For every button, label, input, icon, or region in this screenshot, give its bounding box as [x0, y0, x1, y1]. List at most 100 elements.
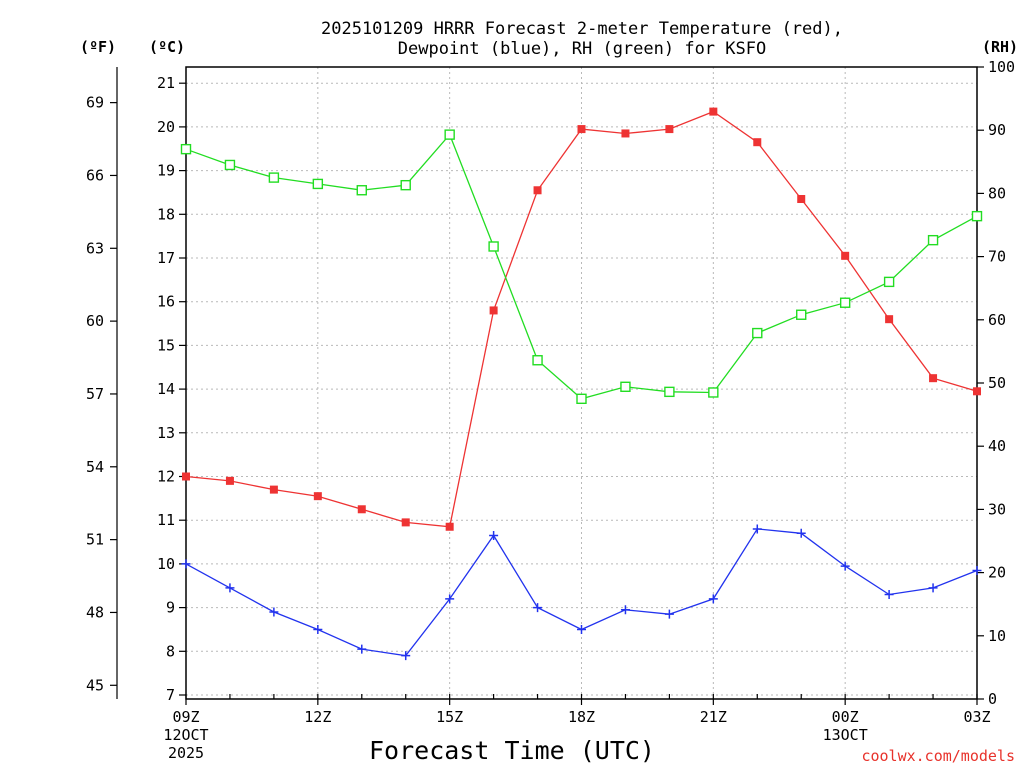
data-point: [708, 594, 718, 604]
data-point: [841, 251, 850, 260]
celsius-tick-label: 18: [157, 205, 175, 223]
time-tick-label: 09Z: [172, 708, 199, 726]
celsius-tick-label: 9: [166, 599, 175, 617]
data-point: [664, 386, 675, 398]
data-point: [577, 125, 586, 134]
data-point: [752, 524, 762, 534]
data-point: [313, 624, 323, 634]
celsius-tick-label: 21: [157, 74, 175, 92]
data-point: [269, 607, 279, 617]
data-point: [444, 129, 455, 140]
time-tick-label: 2025: [168, 744, 204, 762]
x-axis-title: Forecast Time (UTC): [369, 736, 655, 765]
data-point: [928, 583, 938, 593]
time-tick-label: 13OCT: [823, 726, 868, 744]
fahrenheit-tick-label: 54: [86, 458, 104, 476]
data-point: [489, 530, 499, 540]
data-point: [225, 583, 235, 593]
rh-tick-label: 50: [988, 374, 1006, 392]
data-point: [664, 609, 674, 619]
data-point: [796, 309, 807, 320]
series-rh: [180, 129, 983, 404]
data-point: [752, 327, 763, 339]
rh-tick-label: 100: [988, 58, 1015, 76]
rh-tick-label: 90: [988, 121, 1006, 139]
grid: [186, 67, 977, 699]
fahrenheit-axis: 45 48 51 54 57 60 63 66 69: [86, 94, 117, 694]
data-point: [971, 210, 983, 222]
time-tick-label: 12Z: [304, 708, 331, 726]
data-point: [401, 651, 411, 661]
data-point: [312, 178, 324, 190]
source-credit: coolwx.com/models: [861, 747, 1015, 765]
celsius-tick-label: 7: [166, 686, 175, 704]
data-point: [840, 561, 850, 571]
data-point: [753, 138, 762, 147]
series-layer: [180, 107, 983, 661]
data-point: [972, 565, 982, 575]
data-point: [268, 172, 280, 183]
time-tick-label: 21Z: [700, 708, 727, 726]
data-point: [533, 186, 542, 195]
data-point: [445, 594, 455, 604]
fahrenheit-unit-label: (ºF): [80, 38, 116, 56]
data-point: [180, 143, 192, 155]
celsius-tick-label: 11: [157, 511, 175, 529]
data-point: [224, 159, 236, 171]
data-point: [225, 476, 234, 485]
fahrenheit-tick-label: 66: [86, 166, 104, 184]
data-point: [357, 644, 367, 654]
celsius-tick-label: 16: [157, 293, 175, 311]
data-point: [357, 505, 366, 514]
data-point: [796, 528, 806, 538]
data-point: [269, 485, 278, 494]
data-point: [927, 234, 939, 246]
celsius-tick-label: 14: [157, 380, 175, 398]
rh-tick-label: 60: [988, 311, 1006, 329]
data-point: [181, 559, 191, 569]
data-point: [929, 374, 938, 383]
time-tick-label: 00Z: [832, 708, 859, 726]
rh-tick-label: 80: [988, 184, 1006, 202]
rh-tick-label: 70: [988, 248, 1006, 266]
data-point: [400, 179, 411, 191]
time-tick-label: 03Z: [963, 708, 990, 726]
time-tick-label: 15Z: [436, 708, 463, 726]
series-dewpoint: [181, 524, 982, 661]
data-point: [708, 387, 719, 398]
data-point: [577, 624, 586, 634]
rh-axis: 0 10 20 30 40 50 60 70 80 90 100: [977, 58, 1015, 708]
data-point: [489, 306, 498, 315]
celsius-tick-label: 20: [157, 118, 175, 136]
fahrenheit-tick-label: 48: [86, 603, 104, 621]
rh-tick-label: 30: [988, 500, 1006, 518]
time-tick-label: 18Z: [568, 708, 595, 726]
chart-title-line-1: 2025101209 HRRR Forecast 2-meter Tempera…: [321, 19, 843, 39]
data-point: [488, 241, 499, 252]
data-point: [839, 297, 851, 308]
celsius-tick-label: 19: [157, 162, 175, 180]
rh-tick-label: 0: [988, 690, 997, 708]
data-point: [401, 518, 410, 527]
data-point: [532, 355, 543, 366]
data-point: [313, 492, 322, 501]
data-point: [709, 107, 718, 116]
rh-tick-label: 40: [988, 437, 1006, 455]
fahrenheit-tick-label: 60: [86, 312, 104, 330]
celsius-axis: 7 8 9 10 11 12 13 14 15 16 17 18 19 20 21: [157, 74, 186, 704]
data-point: [884, 589, 894, 599]
fahrenheit-tick-label: 69: [86, 94, 104, 112]
fahrenheit-tick-label: 51: [86, 531, 104, 549]
data-point: [885, 315, 894, 324]
rh-tick-label: 20: [988, 564, 1006, 582]
data-point: [576, 393, 587, 404]
data-point: [620, 605, 630, 615]
data-point: [445, 522, 454, 531]
rh-tick-label: 10: [988, 627, 1006, 645]
fahrenheit-tick-label: 45: [86, 676, 104, 694]
celsius-tick-label: 15: [157, 336, 175, 354]
series-temperature: [182, 107, 981, 531]
data-point: [356, 185, 367, 196]
